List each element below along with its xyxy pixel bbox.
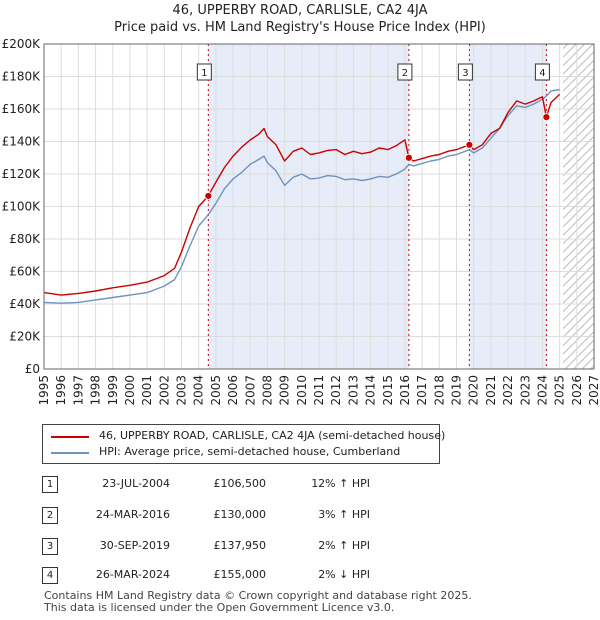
y-tick-label: £60K [9, 265, 41, 279]
y-tick-label: £20K [9, 330, 41, 344]
sale-label-number: 2 [402, 68, 408, 79]
chart-title: 46, UPPERBY ROAD, CARLISLE, CA2 4JA [172, 3, 428, 18]
x-tick-label: 2014 [364, 375, 378, 406]
x-tick-label: 1999 [106, 375, 120, 406]
transaction-hpi: 12% ↑ HPI [311, 477, 370, 490]
sale-label-box [196, 63, 212, 81]
transaction-row: 1 23-JUL-2004 £106,500 12% ↑ HPI [0, 476, 600, 494]
transaction-price: £155,000 [213, 568, 267, 581]
x-tick-label: 2019 [450, 375, 464, 406]
x-tick-label: 2008 [260, 375, 274, 406]
transaction-date: 26-MAR-2024 [95, 568, 170, 581]
sale-label-box [457, 63, 473, 81]
x-tick-label: 2025 [553, 375, 567, 406]
x-tick-label: 2011 [312, 375, 326, 406]
x-tick-label: 1998 [89, 375, 103, 406]
sale-label-number: 4 [539, 68, 545, 79]
transaction-number: 2 [42, 507, 58, 524]
x-tick-label: 2007 [243, 375, 257, 406]
chart-subtitle: Price paid vs. HM Land Registry's House … [114, 20, 486, 35]
x-tick-label: 2017 [415, 375, 429, 406]
y-tick-label: £0 [25, 362, 40, 376]
y-tick-label: £100K [2, 200, 42, 214]
transaction-number: 4 [42, 567, 58, 584]
x-tick-label: 2003 [175, 375, 189, 406]
footer-copyright: Contains HM Land Registry data © Crown c… [44, 589, 472, 602]
plot-frame [43, 43, 595, 370]
transaction-hpi: 2% ↑ HPI [318, 539, 370, 552]
x-tick-label: 2001 [140, 375, 154, 406]
x-tick-label: 2018 [432, 375, 446, 406]
x-tick-label: 2005 [209, 375, 223, 406]
x-tick-label: 2021 [484, 375, 498, 406]
y-tick-label: £200K [2, 37, 42, 51]
transaction-hpi: 2% ↓ HPI [318, 568, 370, 581]
y-tick-label: £180K [2, 70, 42, 84]
sale-point [465, 140, 474, 149]
chart-legend: 46, UPPERBY ROAD, CARLISLE, CA2 4JA (sem… [42, 424, 445, 464]
y-tick-label: £160K [2, 102, 42, 116]
x-tick-label: 2016 [398, 375, 412, 406]
transaction-price: £137,950 [213, 539, 267, 552]
y-tick-label: £40K [9, 297, 41, 311]
transaction-number: 3 [42, 538, 58, 555]
transaction-row: 2 24-MAR-2016 £130,000 3% ↑ HPI [0, 507, 600, 525]
legend-label-price: 46, UPPERBY ROAD, CARLISLE, CA2 4JA (sem… [99, 429, 446, 442]
price-chart: 1 2 3 4 £0 £20K £40K £60K £80K £100K £120K £140K £1… [2, 37, 600, 406]
price-paid-line [43, 93, 561, 296]
sale-label-number: 3 [462, 68, 468, 79]
x-tick-label: 2024 [535, 375, 549, 406]
legend-label-hpi: HPI: Average price, semi-detached house,… [99, 445, 401, 458]
x-tick-label: 1997 [71, 375, 85, 406]
y-tick-label: £120K [2, 167, 42, 181]
y-tick-label: £140K [2, 135, 42, 149]
transaction-date: 30-SEP-2019 [99, 539, 170, 552]
x-tick-label: 2010 [295, 375, 309, 406]
x-tick-label: 2002 [157, 375, 171, 406]
transaction-date: 23-JUL-2004 [102, 477, 170, 490]
transaction-row: 3 30-SEP-2019 £137,950 2% ↑ HPI [0, 538, 600, 556]
sale-label-number: 1 [201, 68, 207, 79]
sale-point [542, 113, 551, 122]
x-tick-label: 2027 [587, 375, 600, 406]
legend-swatch-price [51, 436, 89, 438]
hpi-line [43, 88, 560, 304]
x-tick-label: 2009 [278, 375, 292, 406]
x-tick-label: 2012 [329, 375, 343, 406]
x-tick-label: 2023 [518, 375, 532, 406]
sale-point [404, 153, 413, 162]
x-tick-label: 2015 [381, 375, 395, 406]
x-tick-label: 2022 [501, 375, 515, 406]
footer-licence: This data is licensed under the Open Gov… [44, 601, 395, 614]
x-tick-label: 2000 [123, 375, 137, 406]
x-tick-label: 2013 [346, 375, 360, 406]
transaction-row: 4 26-MAR-2024 £155,000 2% ↓ HPI [0, 567, 600, 585]
transaction-date: 24-MAR-2016 [95, 508, 170, 521]
sale-label-box [534, 63, 550, 81]
transaction-price: £130,000 [213, 508, 267, 521]
x-tick-label: 2006 [226, 375, 240, 406]
transaction-number: 1 [42, 476, 58, 493]
x-tick-label: 2020 [467, 375, 481, 406]
x-tick-label: 1996 [54, 375, 68, 406]
legend-swatch-hpi [51, 452, 89, 454]
transaction-hpi: 3% ↑ HPI [318, 508, 370, 521]
y-tick-label: £80K [9, 232, 41, 246]
x-tick-label: 2026 [570, 375, 584, 406]
sale-label-box [397, 63, 413, 81]
sale-point [204, 192, 213, 200]
x-tick-label: 1995 [37, 375, 51, 406]
transaction-price: £106,500 [213, 477, 267, 490]
x-tick-label: 2004 [192, 375, 206, 406]
